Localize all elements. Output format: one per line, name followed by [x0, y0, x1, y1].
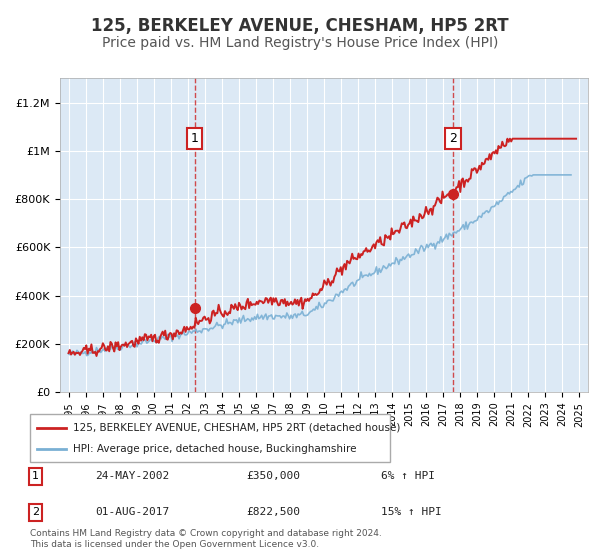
Text: 15% ↑ HPI: 15% ↑ HPI	[381, 507, 442, 517]
FancyBboxPatch shape	[30, 414, 390, 462]
Text: £822,500: £822,500	[246, 507, 300, 517]
Text: 125, BERKELEY AVENUE, CHESHAM, HP5 2RT: 125, BERKELEY AVENUE, CHESHAM, HP5 2RT	[91, 17, 509, 35]
Text: £350,000: £350,000	[246, 471, 300, 481]
Text: HPI: Average price, detached house, Buckinghamshire: HPI: Average price, detached house, Buck…	[73, 444, 356, 454]
Text: 2: 2	[449, 132, 457, 145]
Text: 01-AUG-2017: 01-AUG-2017	[95, 507, 169, 517]
Text: 2: 2	[32, 507, 39, 517]
Text: 1: 1	[191, 132, 199, 145]
Text: Price paid vs. HM Land Registry's House Price Index (HPI): Price paid vs. HM Land Registry's House …	[102, 36, 498, 50]
Text: 6% ↑ HPI: 6% ↑ HPI	[381, 471, 435, 481]
Text: 125, BERKELEY AVENUE, CHESHAM, HP5 2RT (detached house): 125, BERKELEY AVENUE, CHESHAM, HP5 2RT (…	[73, 423, 401, 433]
Text: 24-MAY-2002: 24-MAY-2002	[95, 471, 169, 481]
Text: Contains HM Land Registry data © Crown copyright and database right 2024.
This d: Contains HM Land Registry data © Crown c…	[30, 529, 382, 549]
Text: 1: 1	[32, 471, 39, 481]
